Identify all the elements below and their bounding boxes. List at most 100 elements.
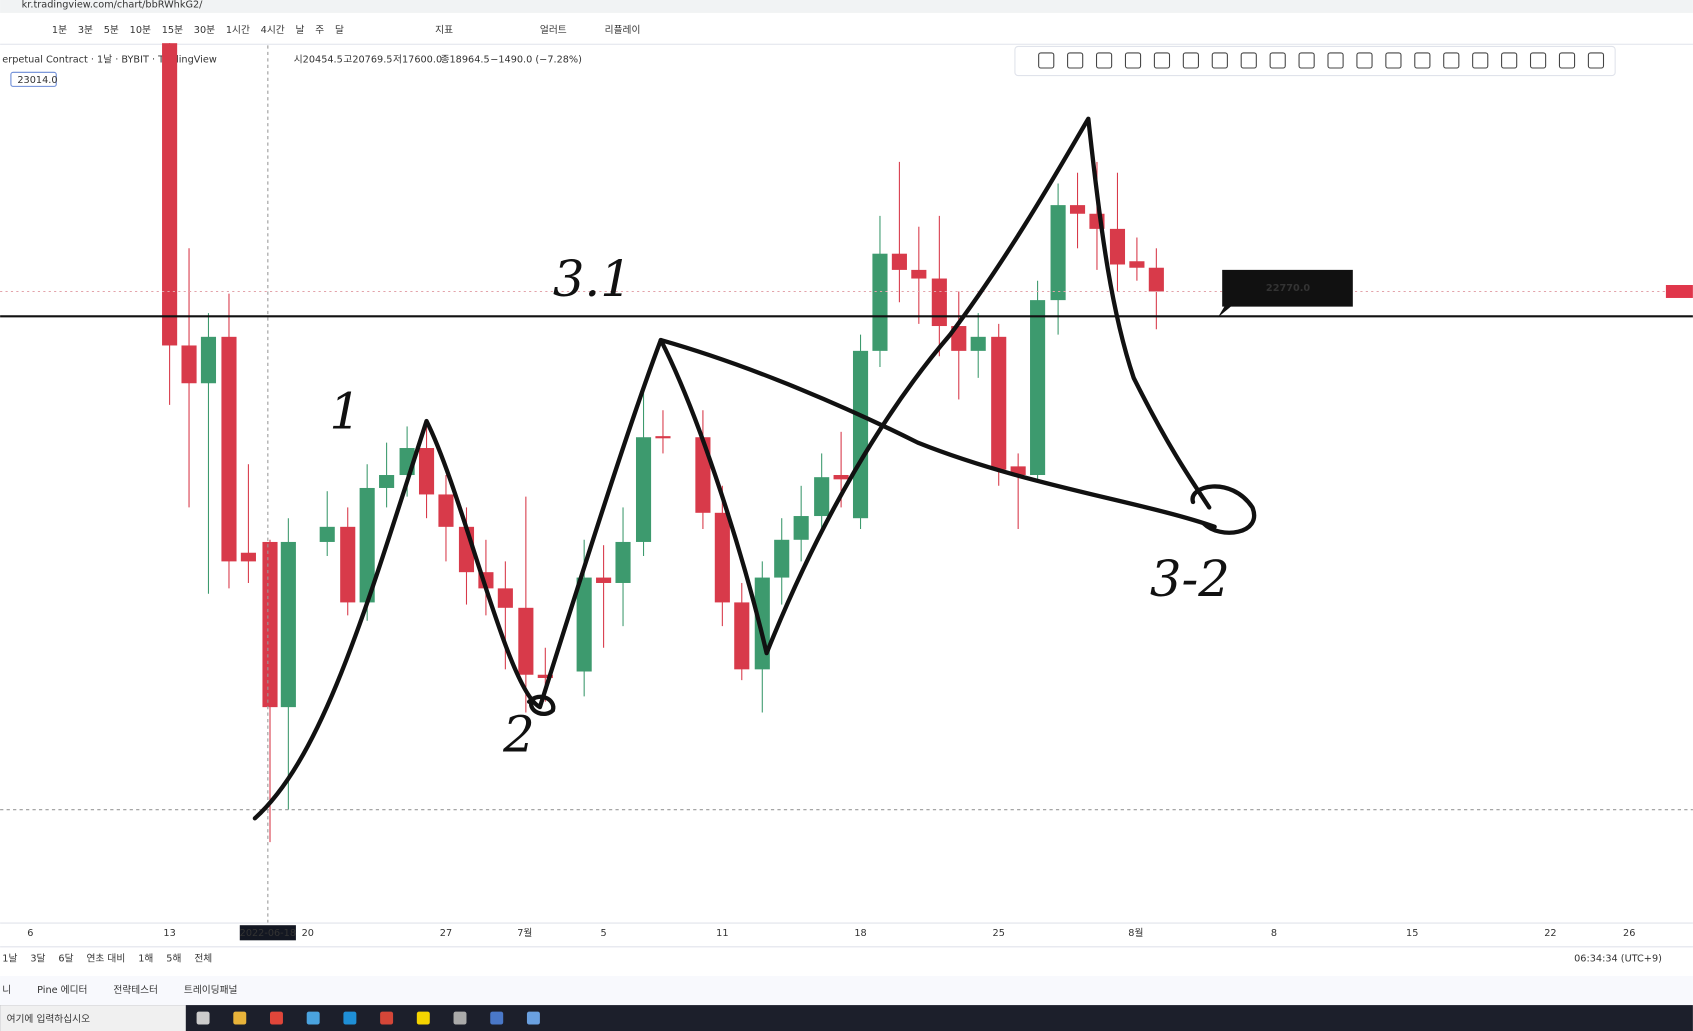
drawing-tool[interactable]: [1356, 52, 1373, 69]
legend-low: 저17600.0: [393, 53, 442, 65]
taskbar-icon[interactable]: [196, 1011, 210, 1025]
candle-body: [359, 487, 375, 603]
bottom-tab[interactable]: Pine 에디터: [37, 984, 87, 996]
x-tick-label: 5: [601, 928, 607, 939]
taskbar-search-text: 여기에 입력하십시오: [7, 1012, 90, 1025]
candle-body: [537, 674, 553, 678]
x-tick-label: 26: [1623, 928, 1635, 939]
taskbar-icon[interactable]: [306, 1011, 320, 1025]
drawing-tool[interactable]: [1501, 52, 1518, 69]
candle-body: [793, 516, 809, 540]
x-tick-label: 8: [1271, 928, 1277, 939]
candle-body: [635, 437, 652, 542]
range-button[interactable]: 1날: [2, 953, 17, 965]
candle-body: [872, 253, 888, 351]
taskbar-icon[interactable]: [453, 1011, 467, 1025]
candle-body: [262, 541, 278, 708]
drawing-tool[interactable]: [1385, 52, 1402, 69]
interval-button[interactable]: 30분: [194, 24, 215, 36]
candle-body: [221, 336, 237, 562]
x-tick-label: 6: [27, 928, 33, 939]
x-tick-label: 18: [854, 928, 866, 939]
drawing-tool[interactable]: [1038, 52, 1055, 69]
drawing-tool[interactable]: [1269, 52, 1286, 69]
bottom-tab[interactable]: 전략테스터: [113, 984, 158, 996]
candle-body: [1129, 261, 1145, 268]
drawing-tool[interactable]: [1472, 52, 1489, 69]
x-tick-label: 13: [163, 928, 175, 939]
drawing-tool[interactable]: [1414, 52, 1431, 69]
taskbar-icon[interactable]: [416, 1011, 430, 1025]
interval-button[interactable]: 날: [296, 24, 305, 36]
replay-button[interactable]: 리플레이: [605, 24, 641, 36]
x-tick-label: 27: [440, 928, 452, 939]
candle-body: [970, 336, 986, 351]
taskbar-icon[interactable]: [270, 1011, 283, 1025]
interval-button[interactable]: 15분: [162, 24, 183, 36]
legend-symbol: erpetual Contract · 1날 · BYBIT · Trading…: [2, 53, 217, 65]
drawing-tool[interactable]: [1587, 52, 1605, 69]
drawing-tool[interactable]: [1124, 52, 1142, 69]
taskbar-icon[interactable]: [343, 1011, 357, 1025]
x-tick-label: 15: [1406, 928, 1418, 939]
price-callout: [1217, 269, 1353, 318]
candle-body: [340, 526, 356, 603]
candle-body: [734, 602, 750, 670]
interval-button[interactable]: 주: [315, 25, 324, 36]
candle-body: [891, 253, 907, 270]
candle-body: [497, 588, 513, 608]
x-tick-label: 8월: [1128, 927, 1143, 939]
candle-body: [615, 541, 631, 583]
candle-body: [576, 577, 592, 672]
taskbar-icon[interactable]: [490, 1011, 504, 1025]
range-button[interactable]: 5해: [166, 952, 181, 965]
hand-drawing: [252, 116, 1257, 821]
drawing-tool[interactable]: [1182, 52, 1199, 69]
drawing-tool[interactable]: [1327, 52, 1344, 69]
taskbar-icon[interactable]: [526, 1011, 540, 1025]
candle-body: [162, 43, 178, 346]
clock: 06:34:34 (UTC+9): [1574, 954, 1662, 965]
range-button[interactable]: 전체: [194, 953, 212, 965]
taskbar-search[interactable]: [0, 1005, 186, 1031]
bottom-tab[interactable]: 트레이딩패널: [184, 984, 238, 996]
circle-low: [526, 694, 556, 716]
price-tag: [1665, 285, 1693, 298]
candle-body: [1030, 300, 1046, 476]
interval-button[interactable]: 1시간: [226, 24, 250, 36]
range-button[interactable]: 3달: [30, 953, 45, 965]
candle-body: [1148, 267, 1164, 292]
annotation-3-2: 3-2: [1150, 550, 1230, 608]
interval-button[interactable]: 10분: [130, 24, 151, 36]
drawing-tool[interactable]: [1211, 52, 1228, 69]
alerts-button[interactable]: 얼러트: [540, 24, 567, 36]
interval-button[interactable]: 3분: [78, 24, 93, 36]
drawing-tool[interactable]: [1240, 52, 1257, 69]
range-button[interactable]: 6달: [58, 953, 73, 965]
drawing-tool[interactable]: [1529, 52, 1547, 69]
interval-button[interactable]: 달: [335, 24, 344, 36]
browser-bar: [0, 0, 1693, 13]
range-button[interactable]: 1해: [138, 952, 153, 965]
drawing-tool[interactable]: [1153, 52, 1171, 69]
candle-body: [1050, 205, 1066, 301]
bottom-tab[interactable]: 니: [2, 984, 11, 996]
legend-close: 종18964.5: [441, 53, 490, 65]
interval-button[interactable]: 4시간: [261, 24, 285, 36]
candle-body: [991, 336, 1007, 470]
candle-body: [1010, 466, 1026, 476]
drawing-tool[interactable]: [1558, 52, 1576, 69]
drawing-tool[interactable]: [1298, 52, 1315, 69]
crosshair-label: 2022-06-18: [240, 928, 296, 939]
x-tick-label: 11: [716, 928, 728, 939]
drawing-tool[interactable]: [1443, 52, 1460, 69]
interval-button[interactable]: 1분: [52, 24, 67, 36]
drawing-tool[interactable]: [1095, 52, 1113, 69]
taskbar-icon[interactable]: [380, 1011, 394, 1025]
interval-button[interactable]: 5분: [104, 24, 119, 36]
indicators-button[interactable]: 지표: [435, 24, 453, 36]
range-button[interactable]: 연초 대비: [86, 953, 125, 965]
taskbar-icon[interactable]: [233, 1011, 247, 1025]
drawing-tool[interactable]: [1067, 52, 1084, 69]
